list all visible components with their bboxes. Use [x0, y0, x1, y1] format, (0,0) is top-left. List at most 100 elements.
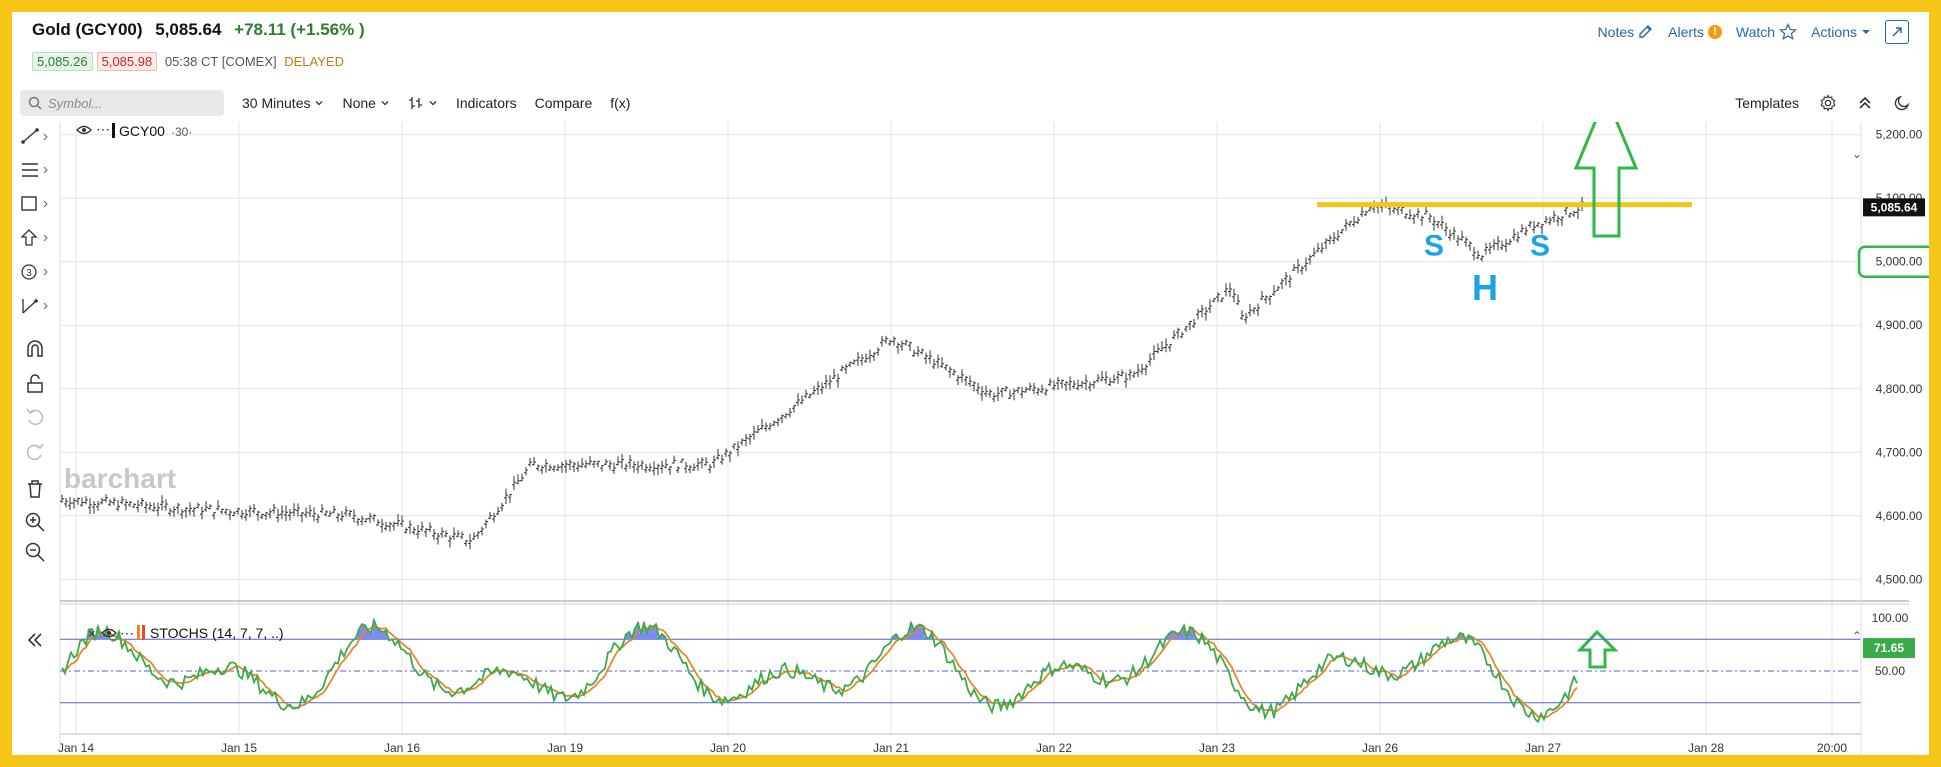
price-tick-label: 4,700.00: [1876, 445, 1923, 459]
ask-price: 5,085.98: [96, 52, 158, 71]
time-tick-label: Jan 14: [58, 741, 94, 755]
undo-button[interactable]: [18, 405, 52, 429]
quote-header: Gold (GCY00) 5,085.64 +78.11 (+1.56% ): [32, 20, 373, 40]
actions-label: Actions: [1811, 24, 1857, 40]
stoch-overbought-fill: [87, 620, 1474, 640]
price-tick-label: 5,000.00: [1876, 255, 1923, 269]
stoch-label: STOCHS (14, 7, 7, ..): [150, 625, 284, 641]
time-tick-label: Jan 28: [1688, 741, 1724, 755]
bar-chart-type-icon: [408, 97, 422, 109]
notes-button[interactable]: Notes: [1598, 24, 1655, 40]
chevron-down-icon: [429, 101, 437, 106]
fibonacci-lines-icon: [22, 163, 48, 177]
edit-icon: [1639, 25, 1653, 38]
templates-button[interactable]: Templates: [1735, 95, 1799, 111]
magnet-tool[interactable]: [18, 337, 52, 361]
stoch-collapse-icon[interactable]: ×: [88, 626, 96, 641]
quote-subheader: 5,085.26 5,085.98 05:38 CT [COMEX] DELAYE…: [32, 52, 344, 71]
measure-icon: [22, 299, 48, 314]
fx-button[interactable]: f(x): [610, 95, 631, 111]
time-tick-label: Jan 21: [873, 741, 909, 755]
alerts-button[interactable]: Alerts !: [1668, 24, 1722, 40]
legend-color-swatch: [112, 123, 115, 138]
fibonacci-tool[interactable]: [18, 158, 52, 182]
chevron-down-icon: [381, 101, 389, 106]
stoch-legend: × ⋯ STOCHS (14, 7, 7, ..): [88, 625, 284, 641]
drawing-tools-sidebar: 3: [12, 122, 60, 647]
notes-label: Notes: [1597, 24, 1635, 40]
collapse-panel-button[interactable]: [18, 628, 52, 652]
time-tick-label: Jan 26: [1362, 741, 1398, 755]
stoch-up-arrow-icon: [1576, 629, 1619, 669]
delayed-status: DELAYED: [284, 54, 344, 69]
stochastic-pane: 100.00 50.00 71.65: [60, 611, 1915, 724]
dark-mode-moon-icon[interactable]: [1893, 94, 1911, 112]
breakout-arrow-icon: [1573, 122, 1639, 238]
redo-button[interactable]: [18, 440, 52, 464]
zoom-out-icon: [25, 542, 45, 562]
time-tick-label: Jan 16: [384, 741, 420, 755]
popout-button[interactable]: [1885, 20, 1909, 44]
unlock-icon: [27, 374, 43, 393]
double-chevron-left-icon: [27, 633, 42, 647]
time-axis: Jan 14 Jan 15 Jan 16 Jan 19 Jan 20 Jan 21 Jan …: [58, 733, 1861, 755]
indicators-button[interactable]: Indicators: [455, 95, 517, 111]
time-tick-label: Jan 20: [710, 741, 746, 755]
time-tick-label: Jan 15: [221, 741, 257, 755]
collapse-up-icon[interactable]: [1857, 95, 1873, 111]
legend-symbol: GCY00: [119, 123, 165, 139]
barchart-watermark: barchart: [64, 463, 176, 494]
counter-tool[interactable]: 3: [18, 260, 52, 284]
price-tick-label: 4,500.00: [1876, 572, 1923, 586]
stoch-axis-chevron-up-icon[interactable]: ⌃: [1852, 629, 1862, 643]
overlay-label: None: [342, 95, 376, 111]
stoch-k-swatch: [137, 625, 140, 640]
redo-icon: [26, 443, 44, 461]
time-tick-label: Jan 27: [1525, 741, 1561, 755]
gear-icon[interactable]: [1819, 94, 1837, 112]
delete-drawings-button[interactable]: [18, 477, 52, 501]
chart-area[interactable]: 3: [12, 122, 1929, 755]
chart-toolbar: Symbol... 30 Minutes None Indicators Com…: [20, 88, 1921, 118]
shapes-tool[interactable]: [18, 192, 52, 216]
chart-type-dropdown[interactable]: [408, 95, 438, 111]
highlight-box: [1857, 245, 1929, 278]
instrument-name: Gold (GCY00): [32, 20, 143, 39]
app-frame: Gold (GCY00) 5,085.64 +78.11 (+1.56% ) 5…: [12, 12, 1929, 755]
measure-tool[interactable]: [18, 294, 52, 318]
symbol-search-input[interactable]: Symbol...: [20, 90, 224, 116]
chevron-down-icon: [316, 101, 323, 106]
zoom-in-button[interactable]: [18, 510, 52, 534]
arrow-up-icon: [20, 229, 48, 246]
time-tick-label: Jan 22: [1036, 741, 1072, 755]
price-legend: ⋯ GCY00 ·30·: [76, 122, 192, 139]
eye-icon[interactable]: [76, 125, 92, 135]
svg-text:3: 3: [26, 268, 32, 279]
compare-button[interactable]: Compare: [534, 95, 593, 111]
price-chart-svg[interactable]: barchart S H S ⋯ GCY00 ·30· 100.00 50.00 7…: [12, 122, 1929, 755]
stoch-tick-label: 50.00: [1875, 664, 1905, 678]
pattern-annotations: S H S: [1424, 229, 1550, 307]
legend-menu-dots[interactable]: ⋯: [96, 122, 110, 137]
zoom-out-button[interactable]: [18, 540, 52, 564]
arrow-tool[interactable]: [18, 226, 52, 250]
last-price-axis-label: 5,085.64: [1871, 200, 1918, 214]
trendline-icon: [21, 128, 48, 144]
actions-menu[interactable]: Actions: [1811, 24, 1871, 40]
stoch-last-marker: [1863, 638, 1915, 659]
alert-badge-icon: !: [1707, 25, 1722, 39]
watch-button[interactable]: Watch: [1735, 23, 1798, 41]
interval-dropdown[interactable]: 30 Minutes: [242, 95, 324, 111]
bid-price: 5,085.26: [32, 52, 93, 71]
caret-down-icon: [1862, 30, 1870, 34]
axis-chevron-down-icon[interactable]: ⌄: [1852, 147, 1862, 161]
time-tick-label: Jan 23: [1199, 741, 1235, 755]
legend-menu-dots[interactable]: ⋯: [120, 625, 134, 641]
overlay-dropdown[interactable]: None: [342, 95, 389, 111]
time-tick-label: 20:00: [1817, 741, 1847, 755]
lock-tool[interactable]: [18, 372, 52, 396]
watch-label: Watch: [1735, 24, 1776, 40]
eye-icon[interactable]: [101, 628, 117, 638]
trendline-tool[interactable]: [18, 124, 52, 148]
right-shoulder-label: S: [1530, 229, 1550, 262]
